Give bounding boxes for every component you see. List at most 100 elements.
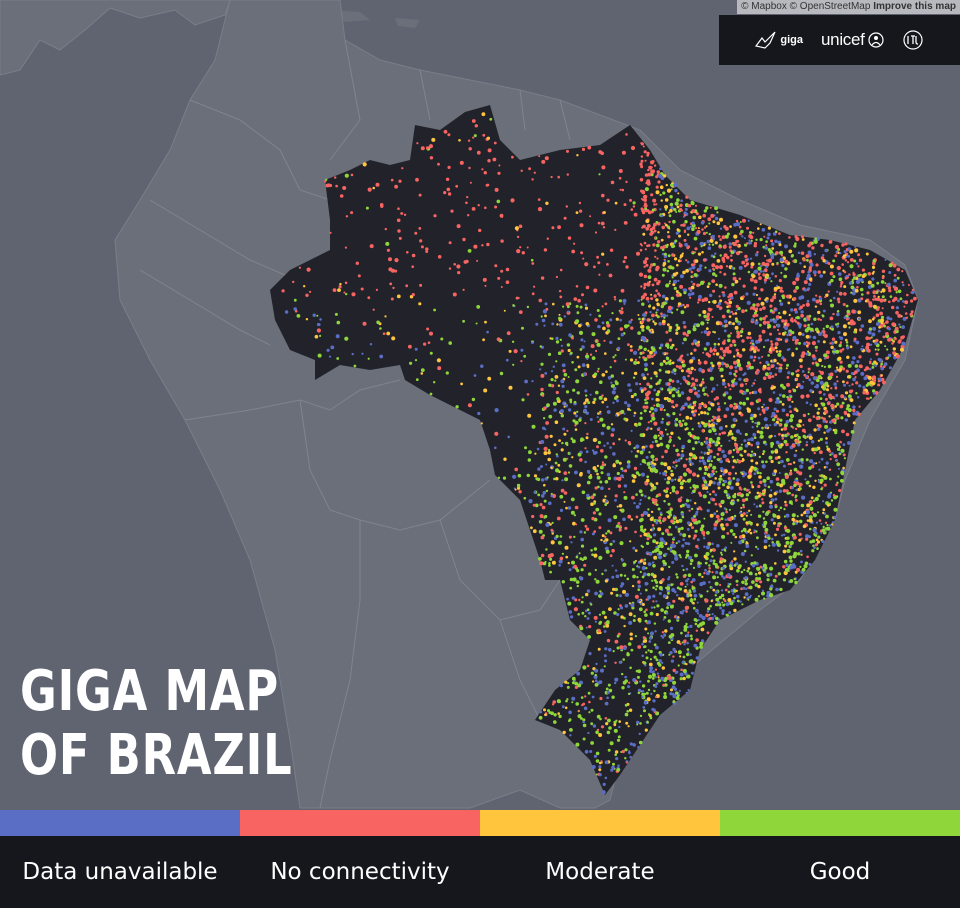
school-point bbox=[562, 305, 565, 308]
school-point bbox=[557, 540, 562, 545]
school-point bbox=[840, 394, 845, 399]
school-point bbox=[584, 524, 588, 528]
school-point bbox=[623, 221, 628, 225]
school-point bbox=[671, 343, 675, 347]
school-point bbox=[628, 602, 632, 605]
school-point bbox=[446, 187, 451, 192]
school-point bbox=[650, 193, 654, 197]
school-point bbox=[660, 420, 664, 424]
school-point bbox=[854, 364, 859, 368]
school-point bbox=[701, 388, 705, 392]
school-point bbox=[560, 344, 564, 347]
school-point bbox=[550, 370, 554, 373]
school-point bbox=[871, 366, 875, 369]
school-point bbox=[685, 579, 689, 583]
school-point bbox=[693, 597, 697, 601]
school-point bbox=[856, 286, 859, 289]
school-point bbox=[563, 372, 568, 377]
school-point bbox=[719, 227, 723, 230]
school-point bbox=[799, 487, 802, 491]
school-point bbox=[808, 277, 813, 281]
school-point bbox=[761, 228, 766, 232]
school-point bbox=[846, 355, 850, 359]
school-point bbox=[762, 589, 764, 592]
school-point bbox=[642, 260, 648, 265]
school-point bbox=[583, 372, 587, 376]
school-point bbox=[820, 457, 824, 461]
school-point bbox=[704, 598, 709, 603]
school-point bbox=[649, 517, 654, 522]
school-point bbox=[602, 782, 606, 787]
school-point bbox=[635, 505, 640, 509]
school-point bbox=[801, 269, 805, 274]
school-point bbox=[705, 545, 711, 550]
school-point bbox=[528, 167, 531, 171]
school-point bbox=[697, 340, 700, 344]
school-point bbox=[872, 339, 876, 343]
school-point bbox=[542, 491, 547, 495]
school-point bbox=[752, 231, 755, 234]
school-point bbox=[677, 305, 680, 308]
school-point bbox=[471, 397, 476, 402]
school-point bbox=[807, 287, 811, 291]
school-point bbox=[764, 527, 769, 532]
school-point bbox=[720, 512, 725, 517]
school-point bbox=[592, 438, 597, 442]
school-point bbox=[810, 322, 814, 326]
school-point bbox=[591, 332, 596, 337]
school-point bbox=[447, 133, 451, 137]
school-point bbox=[637, 691, 641, 695]
school-point bbox=[324, 180, 327, 183]
school-point bbox=[679, 655, 682, 658]
school-point bbox=[535, 322, 539, 326]
school-point bbox=[709, 376, 715, 381]
school-point bbox=[694, 378, 699, 383]
school-point bbox=[742, 391, 747, 395]
school-point bbox=[682, 472, 688, 477]
school-point bbox=[731, 339, 736, 344]
school-point bbox=[670, 508, 673, 512]
school-point bbox=[910, 310, 914, 314]
school-point bbox=[753, 349, 757, 353]
school-point bbox=[692, 325, 696, 328]
school-point bbox=[668, 653, 671, 656]
school-point bbox=[814, 447, 819, 452]
school-point bbox=[772, 391, 776, 394]
school-point bbox=[711, 300, 715, 303]
school-point bbox=[667, 421, 671, 425]
school-point bbox=[776, 261, 779, 265]
school-point bbox=[606, 730, 611, 735]
school-point bbox=[579, 223, 584, 228]
school-point bbox=[759, 387, 762, 391]
school-point bbox=[582, 723, 587, 728]
school-point bbox=[570, 541, 573, 544]
school-point bbox=[745, 365, 749, 368]
school-point bbox=[679, 407, 683, 411]
school-point bbox=[633, 446, 636, 450]
school-point bbox=[711, 542, 714, 546]
school-point bbox=[853, 298, 858, 303]
school-point bbox=[727, 481, 732, 486]
school-point bbox=[353, 364, 357, 368]
school-point bbox=[655, 185, 659, 189]
school-point bbox=[681, 515, 685, 519]
school-point bbox=[673, 514, 676, 517]
school-point bbox=[817, 375, 822, 379]
school-point bbox=[589, 418, 593, 421]
school-point bbox=[601, 400, 605, 404]
school-point bbox=[703, 517, 706, 520]
school-point bbox=[700, 221, 705, 225]
school-point bbox=[666, 413, 670, 416]
school-point bbox=[350, 211, 354, 215]
school-point bbox=[728, 460, 731, 463]
school-point bbox=[462, 319, 465, 323]
school-point bbox=[698, 614, 703, 618]
school-point bbox=[774, 373, 778, 376]
school-point bbox=[565, 555, 569, 559]
school-point bbox=[738, 540, 743, 545]
school-point bbox=[630, 326, 634, 330]
school-point bbox=[693, 435, 697, 440]
school-point bbox=[753, 286, 757, 290]
school-point bbox=[717, 337, 721, 340]
